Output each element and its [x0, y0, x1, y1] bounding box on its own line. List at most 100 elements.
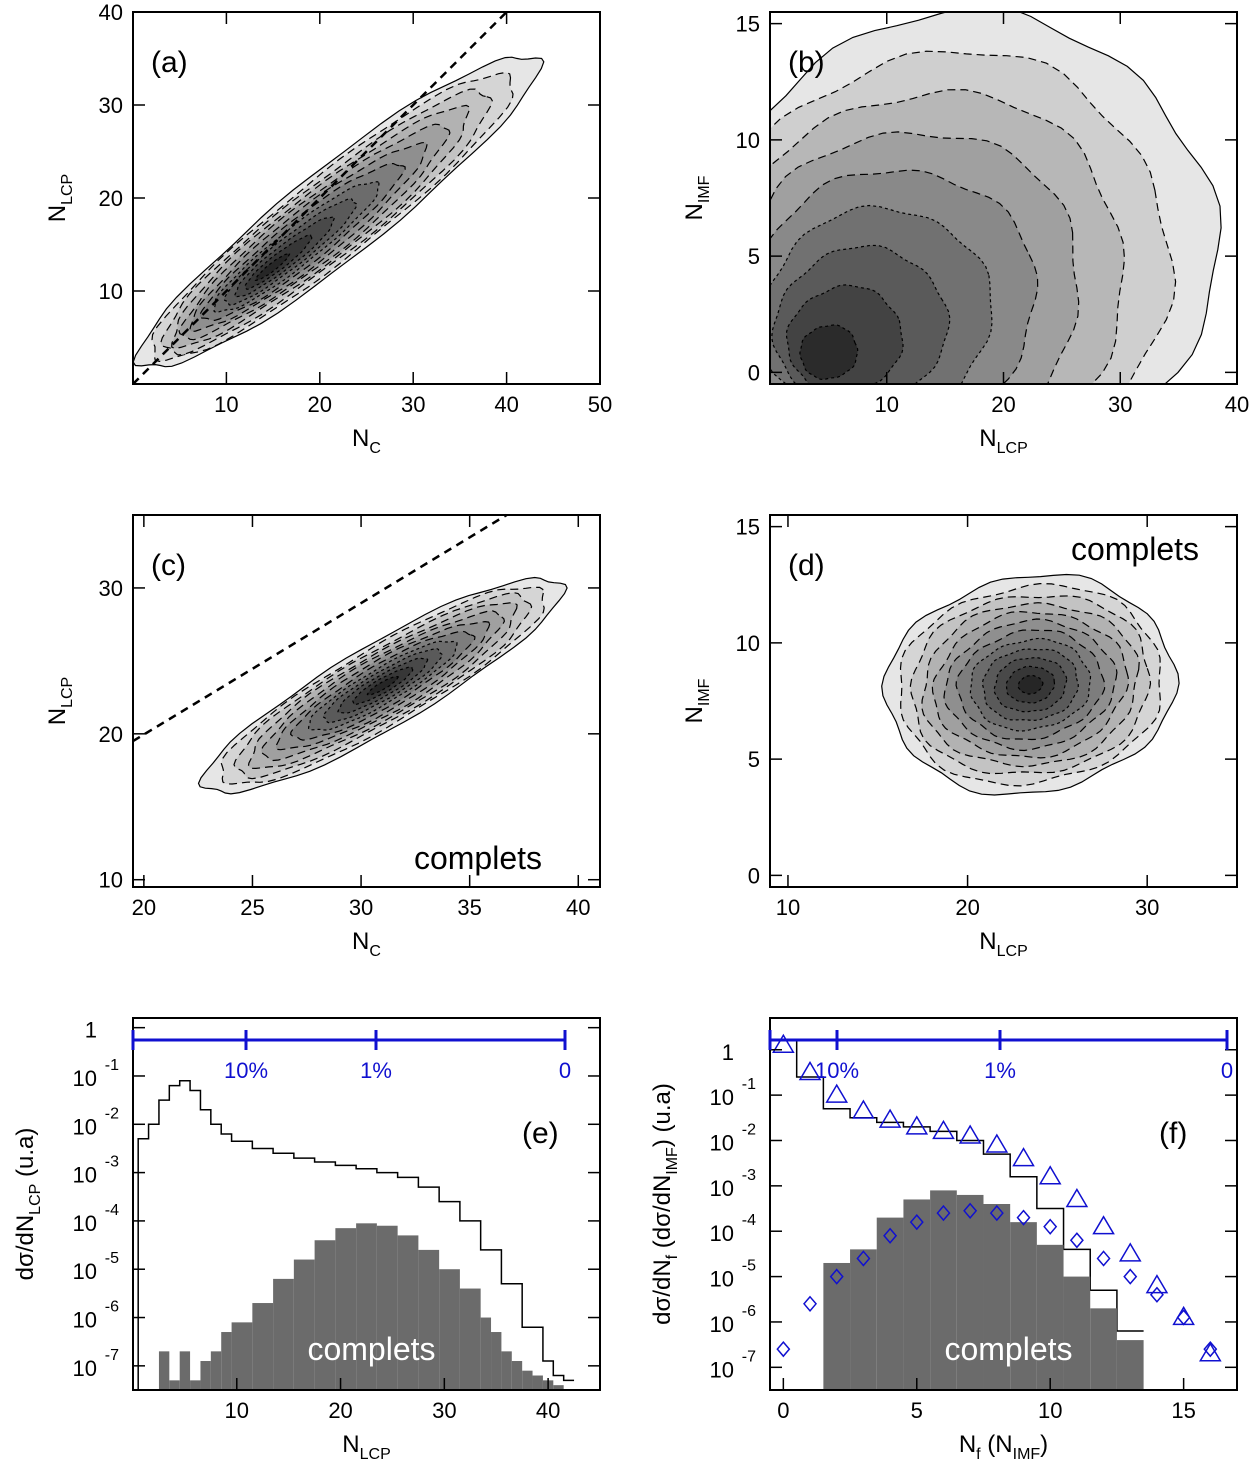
triangle-point	[772, 1033, 795, 1053]
panel-label-a: (a)	[151, 46, 188, 79]
x-tick-label: 20	[308, 392, 332, 417]
y-tick-base: 10	[73, 1211, 97, 1236]
diagonal-dashed-line	[132, 11, 508, 385]
filled-bar	[956, 1194, 984, 1390]
x-tick-label: 30	[401, 392, 425, 417]
diamond-point	[1069, 1232, 1084, 1249]
x-tick-label: 0	[777, 1398, 789, 1423]
filled-bar	[850, 1249, 877, 1390]
histogram-data	[770, 1033, 1222, 1390]
filled-bar	[179, 1351, 191, 1390]
filled-bar	[376, 1225, 398, 1390]
panel-label-f: (f)	[1159, 1117, 1187, 1150]
y-tick-label: 10	[736, 128, 760, 153]
triangle-point	[1198, 1342, 1222, 1362]
y-axis-label: dσ/dNLCP (u.a)	[12, 1128, 44, 1281]
panel-a: 10 20 30 40 50 10 20 30 40 NC NLCP (a)	[44, 0, 612, 457]
triangle-point	[1038, 1165, 1062, 1185]
filled-bar	[439, 1269, 460, 1390]
y-tick-label: 15	[736, 515, 760, 540]
y-tick-base: 10	[710, 1312, 734, 1337]
triangle-point	[1145, 1274, 1169, 1294]
filled-bar	[221, 1332, 232, 1390]
diamond-point	[936, 1204, 951, 1222]
filled-bar	[1010, 1222, 1037, 1390]
panel-f: 0 5 10 15 10 -7 10 -6 10 -5 10 -4 10 -3 10 -2 10 -1 1 10% 1%…	[649, 1017, 1238, 1459]
panel-c: 20 25 30 35 40 10 20 30 NC NLCP (c) complets	[44, 513, 601, 960]
x-tick-label: 20	[132, 895, 156, 920]
filled-bar	[823, 1262, 851, 1390]
y-tick-base: 10	[73, 1114, 97, 1139]
triangle-point	[852, 1099, 875, 1119]
triangle-point	[985, 1133, 1009, 1153]
y-tick-label: 10	[99, 868, 123, 893]
filled-bar	[903, 1199, 931, 1390]
triangle-point	[798, 1060, 822, 1081]
y-tick-base: 10	[710, 1357, 734, 1382]
x-axis-label: NLCP	[342, 1431, 390, 1459]
top-scale-label: 0	[559, 1058, 571, 1083]
contour-level	[1017, 674, 1044, 695]
y-tick-base: 10	[73, 1066, 97, 1091]
panel-e: 10 20 30 40 10 -7 10 -6 10 -5 10 -4 10 -3 10 -2 10 -1 1 10%…	[12, 1017, 601, 1459]
x-tick-label: 30	[1108, 392, 1132, 417]
y-tick-label: 40	[99, 0, 123, 25]
plot-frame	[132, 1017, 601, 1391]
y-tick-label: 5	[748, 244, 760, 269]
diamond-point	[1176, 1309, 1191, 1326]
contour-group	[881, 573, 1180, 796]
y-tick-label: 10	[736, 631, 760, 656]
filled-bar	[480, 1317, 492, 1390]
panel-d: 10 20 30 0 5 10 15 NLCP NIMF (d) complets	[681, 514, 1238, 960]
y-tick-label: 30	[99, 93, 123, 118]
x-axis-label: NC	[352, 425, 381, 457]
step-histogram-line	[770, 1039, 1144, 1390]
y-tick-label: 0	[748, 863, 760, 888]
filled-bar	[501, 1351, 512, 1390]
contour-level	[366, 676, 399, 696]
diamond-point	[1043, 1218, 1058, 1235]
x-tick-label: 40	[494, 392, 518, 417]
triangle-point	[878, 1108, 902, 1128]
x-tick-label: 20	[328, 1398, 352, 1423]
contour-group	[197, 576, 568, 795]
x-tick-label: 30	[349, 895, 373, 920]
filled-bar	[293, 1259, 315, 1390]
y-axis-label: NIMF	[681, 175, 713, 220]
triangle-point	[825, 1083, 849, 1103]
x-tick-label: 30	[432, 1398, 456, 1423]
filled-bar	[1116, 1340, 1144, 1390]
diamond-point	[1123, 1268, 1138, 1285]
filled-bar	[397, 1235, 419, 1390]
filled-bar	[200, 1361, 211, 1390]
y-tick-exponent: -7	[742, 1348, 756, 1365]
x-axis-label: NLCP	[979, 928, 1027, 960]
triangle-point	[1012, 1147, 1035, 1167]
x-tick-label: 50	[588, 392, 612, 417]
contour-level	[799, 324, 859, 381]
triangle-point	[905, 1115, 929, 1135]
filled-bar	[418, 1249, 440, 1390]
y-tick-exponent: -6	[742, 1303, 756, 1320]
contour-group	[133, 56, 545, 368]
triangle-point	[1065, 1187, 1089, 1208]
filled-bar	[252, 1303, 274, 1390]
diagonal-dashed-line	[132, 513, 508, 743]
top-scale-label: 1%	[360, 1058, 392, 1083]
x-tick-label: 25	[240, 895, 264, 920]
diamond-point	[1096, 1250, 1111, 1267]
y-tick-base: 1	[722, 1040, 734, 1065]
contour-group	[770, 12, 1222, 384]
y-tick-base: 10	[710, 1221, 734, 1246]
y-axis-label: dσ/dNf (dσ/dNIMF) (u.a)	[649, 1083, 681, 1325]
diamond-point	[909, 1213, 924, 1231]
y-tick-exponent: -6	[105, 1299, 119, 1316]
diamond-point	[803, 1295, 818, 1312]
filled-bar	[491, 1332, 502, 1390]
diamond-point	[829, 1268, 844, 1285]
y-axis-label: NLCP	[44, 174, 76, 222]
x-tick-label: 10	[875, 392, 899, 417]
y-tick-base: 10	[710, 1130, 734, 1155]
filled-bar	[459, 1288, 481, 1390]
filled-bar	[1090, 1308, 1117, 1390]
